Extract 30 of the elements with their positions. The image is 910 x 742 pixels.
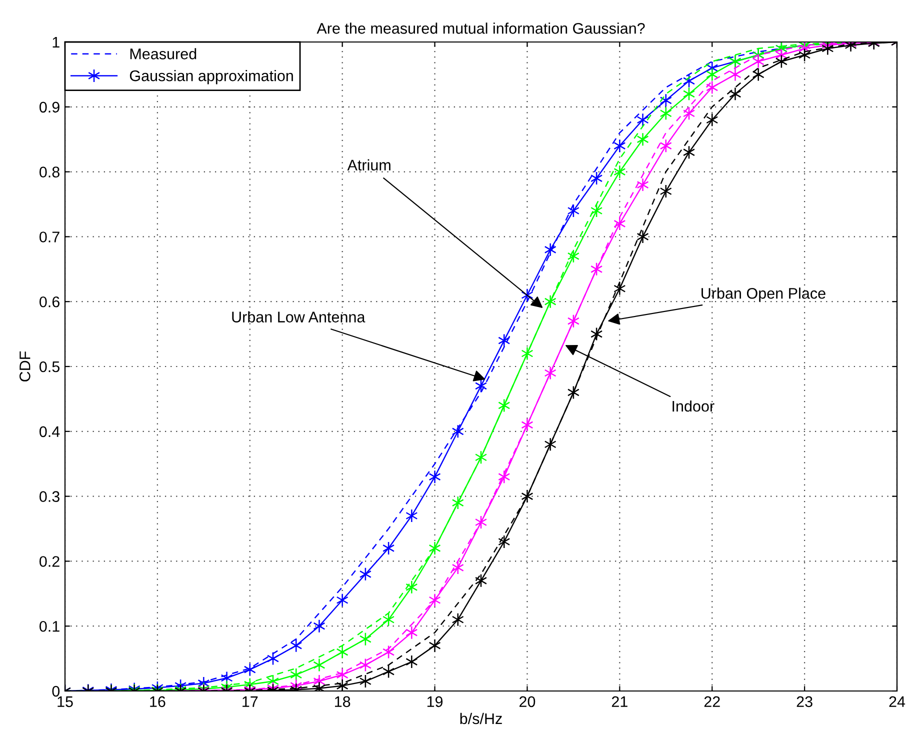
x-tick-label: 18	[335, 696, 350, 708]
annotation: Urban Open Place	[702, 288, 826, 302]
y-tick-label: 0	[52, 686, 60, 697]
annotation: Urban Low Antenna	[232, 311, 366, 322]
y-tick-label: 0.5	[40, 361, 60, 372]
x-tick-label: 21	[612, 696, 628, 707]
annotation: Atrium	[347, 159, 390, 171]
x-tick-label: 22	[704, 696, 720, 707]
legend-label: Measured	[130, 48, 196, 60]
x-tick-label: 17	[242, 696, 258, 707]
y-tick-label: 0.3	[40, 491, 60, 502]
x-tick-label: 24	[889, 696, 906, 707]
annotation: Indoor	[672, 400, 714, 412]
x-tick-label: 23	[796, 696, 812, 708]
y-tick-label: 0.1	[40, 620, 60, 632]
x-tick-label: 15	[58, 696, 73, 708]
y-tick-label: 0.2	[40, 556, 60, 567]
x-tick-label: 20	[519, 696, 536, 708]
y-tick-label: 1	[52, 37, 60, 48]
y-tick-label: 0.8	[40, 166, 60, 178]
y-tick-label: 0.9	[40, 102, 60, 113]
x-tick-label: 16	[150, 696, 166, 708]
x-axis-title: b/s/Hz	[460, 712, 502, 724]
y-tick-label: 0.6	[40, 296, 60, 308]
x-tick-label: 19	[427, 696, 443, 708]
y-tick-label: 0.4	[40, 426, 60, 438]
y-axis-title: CDF	[20, 351, 30, 382]
chart-title: Are the measured mutual information Gaussian?	[316, 22, 645, 34]
y-tick-label: 0.7	[40, 232, 60, 242]
legend-label: Gaussian approximation	[130, 70, 293, 84]
